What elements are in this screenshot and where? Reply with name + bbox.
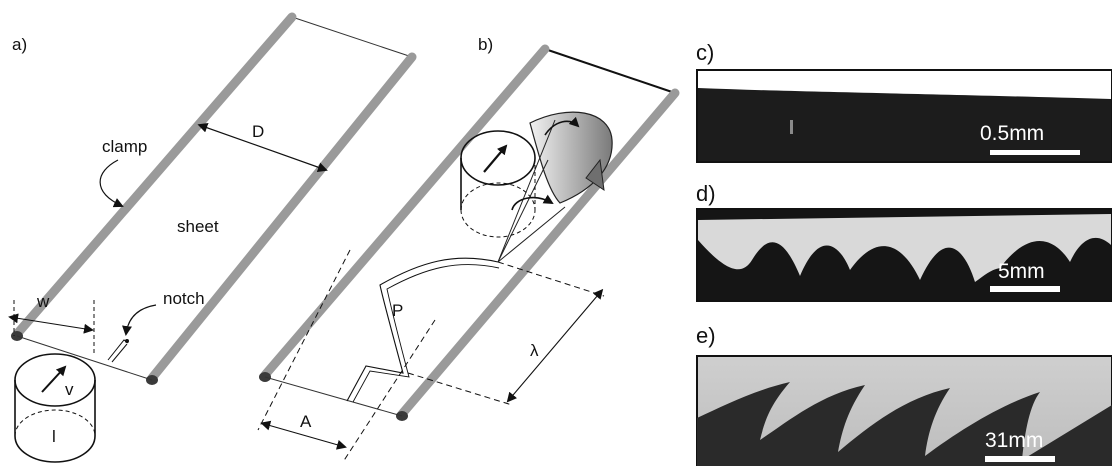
- velocity-arrow: [483, 144, 508, 173]
- notch-label: notch: [163, 289, 205, 308]
- clamp-pointer-arrow: [99, 159, 124, 208]
- flap-rotation-arrow-top: [544, 116, 580, 136]
- top-edge-line-b: [544, 48, 676, 94]
- velocity-arrow: [41, 365, 67, 393]
- panel-e: e) 31mm: [696, 323, 1112, 466]
- crack-path: [346, 257, 500, 403]
- scale-label-e: 31mm: [985, 429, 1043, 452]
- lambda-dimension-arrow: [506, 288, 604, 403]
- clamp-label: clamp: [102, 137, 147, 156]
- flap-rotation-arrow-bottom: [511, 194, 554, 211]
- cylinder-top: [14, 353, 96, 407]
- panel-c: c) 0.5mm: [696, 40, 1112, 163]
- left-clamp-rod-b: [259, 44, 550, 382]
- panel-a: a) D clamp sheet notch: [8, 12, 417, 463]
- sheet-label: sheet: [177, 217, 219, 236]
- panel-b: b) A P λ: [257, 35, 680, 463]
- roller-cylinder: v l: [14, 353, 96, 463]
- panel-e-label: e): [696, 323, 716, 348]
- scale-bar-c: [990, 150, 1080, 155]
- a-guide-right: [342, 319, 436, 463]
- roller-cylinder-b: [460, 130, 536, 238]
- lambda-guide-bottom: [407, 372, 513, 406]
- scale-bar-e: [985, 456, 1055, 462]
- scale-bar-d: [990, 286, 1060, 292]
- panel-b-label: b): [478, 35, 493, 54]
- panel-d-label: d): [696, 181, 716, 206]
- scale-label-c: 0.5mm: [980, 122, 1044, 145]
- v-label: v: [65, 380, 74, 399]
- folding-flap: [497, 111, 613, 263]
- panel-a-label: a): [12, 35, 27, 54]
- scale-label-d: 5mm: [998, 260, 1045, 283]
- lambda-label: λ: [530, 341, 539, 360]
- cylinder-top: [460, 130, 536, 186]
- w-dimension-arrow: [8, 313, 94, 334]
- w-label: w: [36, 292, 50, 311]
- panel-d: d) 5mm: [696, 181, 1112, 302]
- a-guide-left: [257, 249, 351, 431]
- top-edge-line: [291, 16, 413, 58]
- bottom-edge-line: [16, 335, 153, 381]
- notch-cut: [107, 339, 129, 363]
- photo-d: 5mm: [696, 208, 1112, 302]
- notch-pointer-arrow: [122, 304, 157, 336]
- photo-c: 0.5mm: [696, 69, 1112, 163]
- photo-e: 31mm: [696, 355, 1112, 466]
- left-clamp-rod: [11, 12, 297, 341]
- p-label: P: [392, 301, 403, 320]
- d-label: D: [252, 122, 264, 141]
- a-dimension-arrow: [260, 420, 347, 450]
- bottom-edge-line-b: [264, 376, 403, 417]
- l-label: l: [52, 427, 56, 446]
- panel-c-label: c): [696, 40, 714, 65]
- a-label: A: [300, 412, 312, 431]
- d-dimension-arrow: [197, 122, 328, 173]
